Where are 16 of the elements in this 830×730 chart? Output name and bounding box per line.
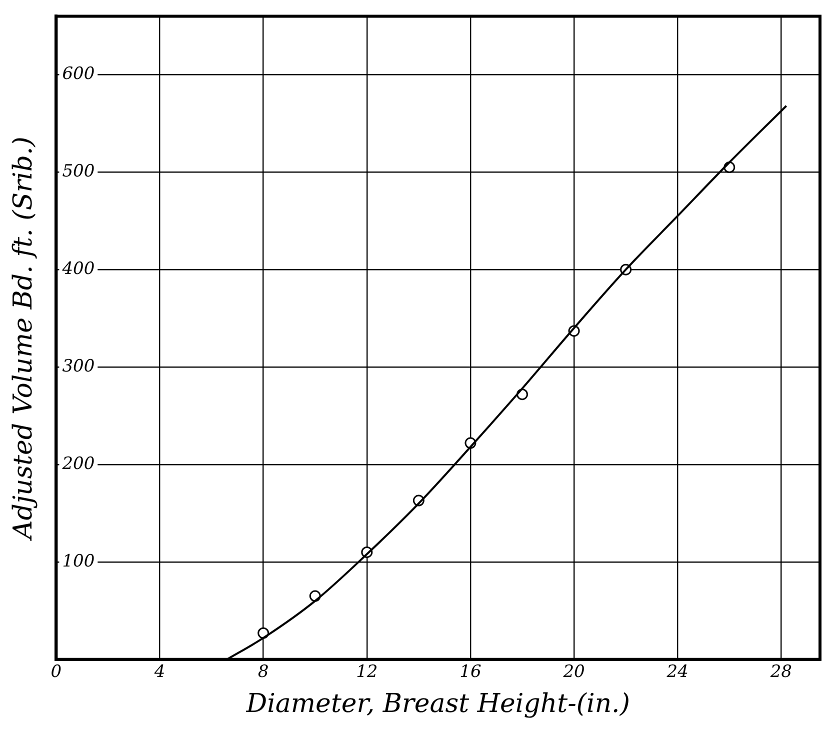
y-tick-label: 600 [62,64,95,84]
y-tick-label: 400 [61,259,95,280]
x-tick-label: 24 [666,662,688,682]
x-tick-label: 8 [258,662,269,682]
y-tick-label: 300 [62,356,95,376]
x-tick-label: 0 [50,662,62,682]
y-tick-label: 500 [62,162,95,182]
y-axis-title: Adjusted Volume Bd. ft. (Srib.) [8,136,38,541]
x-tick-label: 4 [153,662,166,682]
x-tick-label: 16 [460,662,482,682]
x-axis-title: Diameter, Breast Height-(in.) [245,689,630,720]
x-tick-label: 28 [769,662,792,682]
x-tick-label: 20 [562,662,586,682]
y-tick-label: 100 [62,551,95,572]
x-tick-label: 12 [356,662,378,682]
y-tick-label: 200 [61,454,95,474]
